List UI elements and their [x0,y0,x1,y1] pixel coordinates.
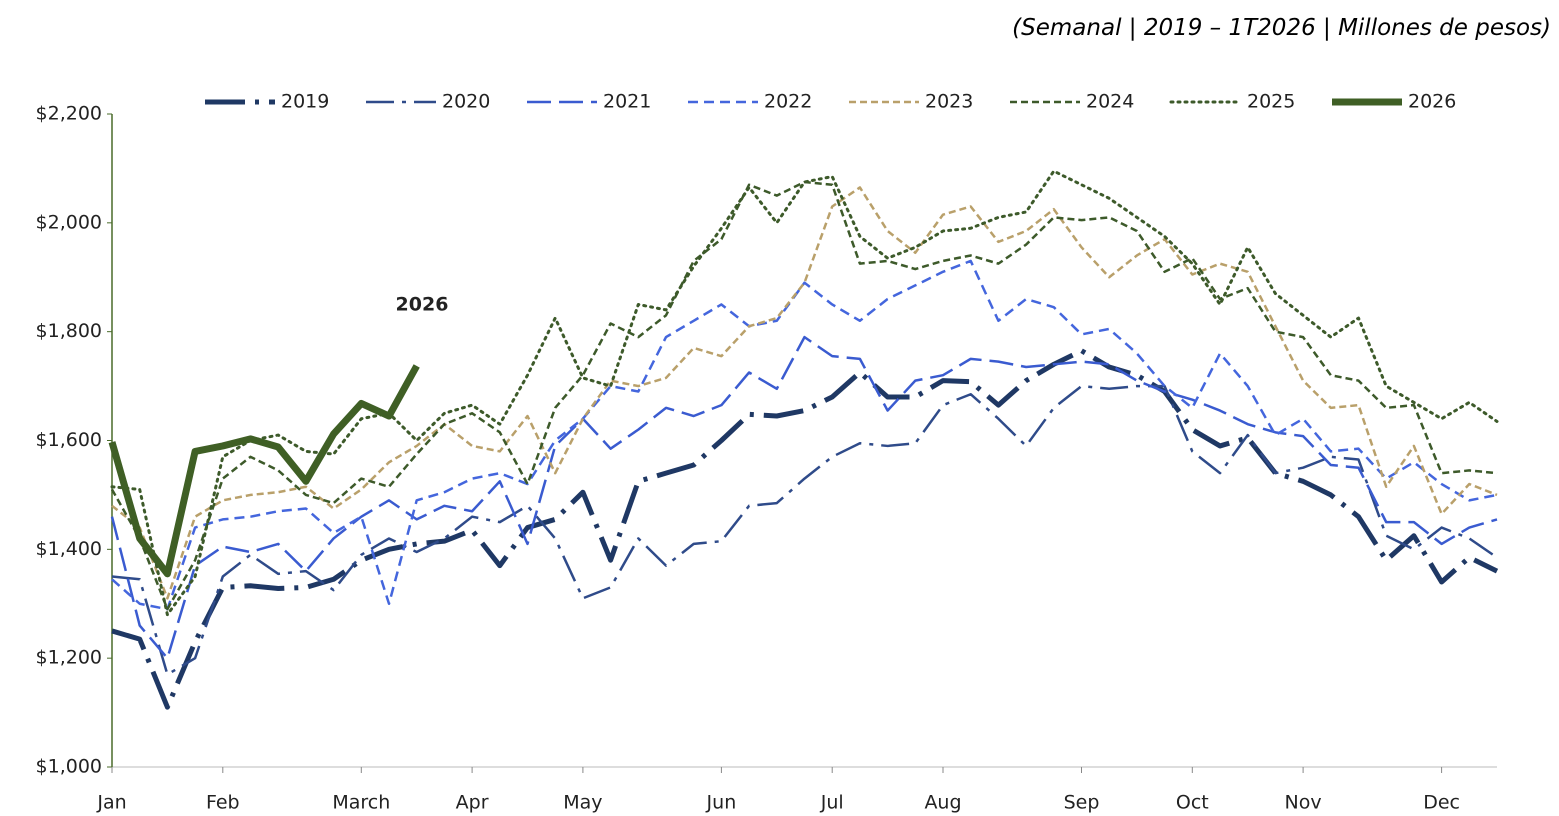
legend-label: 2021 [603,91,651,113]
legend-label: 2020 [442,91,490,113]
legend-label: 2023 [925,91,973,113]
legend-label: 2019 [281,91,329,113]
y-tick-label: $1,200 [36,647,102,669]
annotation: 2026 [396,294,449,316]
x-tick-label: March [332,792,390,814]
x-tick-label: Jan [96,792,126,814]
x-tick-label: Jun [706,792,737,814]
legend-label: 2024 [1086,91,1134,113]
series-line [108,364,420,578]
y-tick-label: $1,600 [36,429,102,451]
x-tick-label: Aug [924,792,961,814]
series-line [111,186,1498,600]
series-line [111,384,1498,676]
series-line [110,180,1498,611]
chart-subtitle: (Semanal | 2019 – 1T2026 | Millones de p… [1012,15,1551,41]
x-tick-label: Apr [456,792,489,814]
series-line [111,259,1498,611]
x-tick-label: May [563,792,602,814]
y-tick-label: $1,800 [36,320,102,342]
legend-label: 2026 [1408,91,1456,113]
x-tick-label: Sep [1064,792,1100,814]
y-tick-label: $1,400 [36,538,102,560]
x-tick-label: Nov [1285,792,1322,814]
legend-label: 2022 [764,91,812,113]
series-line [110,335,1498,660]
x-tick-label: Dec [1423,792,1460,814]
series-line [110,169,1499,617]
x-tick-label: Jul [820,792,844,814]
y-tick-label: $2,000 [36,211,102,233]
series-line [111,348,1499,710]
legend-label: 2025 [1247,91,1295,113]
y-tick-label: $1,000 [36,756,102,778]
x-tick-label: Feb [206,792,240,814]
y-tick-label: $2,200 [36,103,102,125]
x-tick-label: Oct [1176,792,1209,814]
